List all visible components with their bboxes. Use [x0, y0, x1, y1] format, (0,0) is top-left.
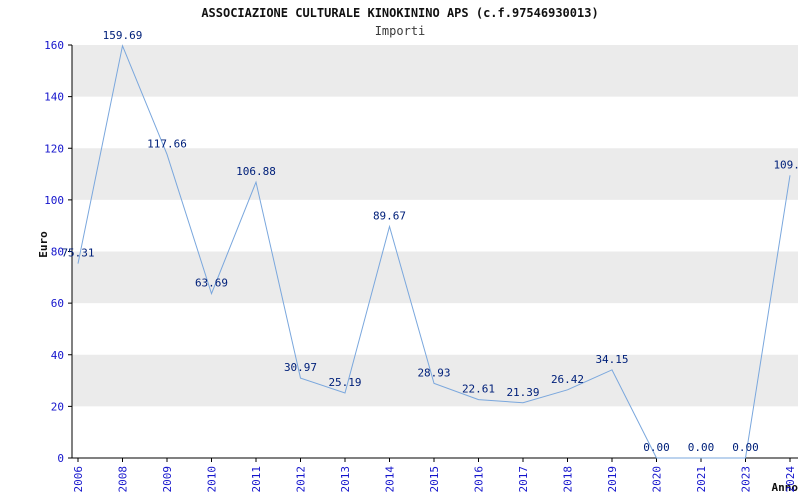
value-label: 106.88	[236, 165, 276, 178]
value-label: 30.97	[284, 361, 317, 374]
value-label: 117.66	[147, 137, 187, 150]
x-tick-label: 2019	[606, 466, 619, 493]
x-tick-label: 2018	[562, 466, 575, 493]
value-label: 28.93	[417, 366, 450, 379]
plot-band	[72, 251, 798, 304]
value-label: 0.00	[643, 441, 670, 454]
y-tick-label: 20	[51, 400, 64, 413]
y-tick-label: 100	[44, 194, 64, 207]
x-tick-label: 2020	[651, 466, 664, 493]
value-label: 34.15	[595, 353, 628, 366]
value-label: 25.19	[328, 376, 361, 389]
x-tick-label: 2024	[784, 466, 797, 493]
x-tick-label: 2015	[428, 466, 441, 493]
x-tick-label: 2023	[740, 466, 753, 493]
x-tick-label: 2010	[206, 466, 219, 493]
value-label: 0.00	[688, 441, 715, 454]
chart-subtitle: Importi	[374, 24, 426, 38]
y-tick-label: 0	[57, 452, 64, 465]
x-axis-title: Anno	[771, 481, 799, 494]
value-label: 21.39	[506, 386, 539, 399]
x-tick-label: 2021	[695, 466, 708, 493]
chart-title: ASSOCIAZIONE CULTURALE KINOKININO APS (c…	[201, 6, 599, 20]
x-tick-label: 2008	[117, 466, 130, 493]
y-tick-label: 120	[44, 142, 64, 155]
y-tick-label: 60	[51, 297, 64, 310]
value-label: 0.00	[732, 441, 759, 454]
y-tick-label: 160	[44, 39, 64, 52]
value-label: 109.5	[773, 158, 800, 171]
x-tick-label: 2014	[384, 466, 397, 493]
value-label: 89.67	[373, 210, 406, 223]
x-tick-label: 2009	[161, 466, 174, 493]
x-tick-label: 2016	[473, 466, 486, 493]
x-tick-label: 2017	[517, 466, 530, 493]
plot-band	[72, 45, 798, 97]
plot-band	[72, 148, 798, 200]
x-tick-label: 2011	[250, 466, 263, 493]
value-label: 22.61	[462, 383, 495, 396]
data-series-line	[77, 44, 791, 459]
y-tick-label: 80	[51, 246, 64, 259]
x-tick-label: 2012	[295, 466, 308, 493]
value-label: 75.31	[61, 247, 94, 260]
value-label: 63.69	[195, 277, 228, 290]
y-tick-label: 40	[51, 349, 64, 362]
x-tick-label: 2013	[339, 466, 352, 493]
value-label: 26.42	[551, 373, 584, 386]
value-label: 159.69	[103, 29, 143, 42]
y-tick-label: 140	[44, 91, 64, 104]
plot-band	[72, 354, 798, 407]
x-tick-label: 2006	[72, 466, 85, 493]
